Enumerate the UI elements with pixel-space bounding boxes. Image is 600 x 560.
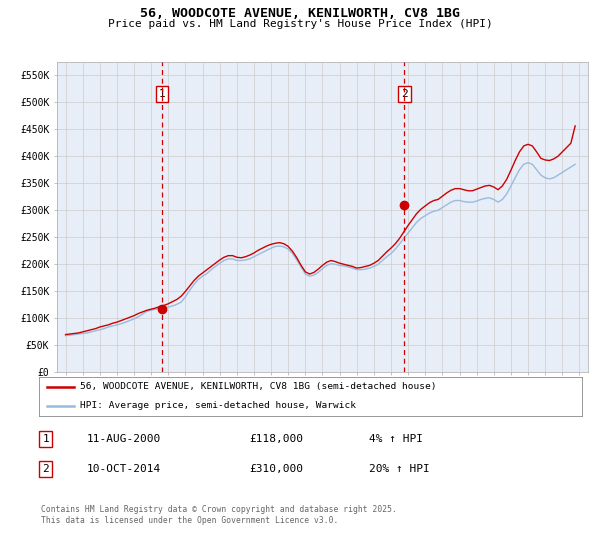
Text: 10-OCT-2014: 10-OCT-2014 (87, 464, 161, 474)
Text: £118,000: £118,000 (249, 434, 303, 444)
Text: 1: 1 (42, 434, 49, 444)
Text: 4% ↑ HPI: 4% ↑ HPI (369, 434, 423, 444)
Text: 20% ↑ HPI: 20% ↑ HPI (369, 464, 430, 474)
Text: £310,000: £310,000 (249, 464, 303, 474)
Text: 2: 2 (42, 464, 49, 474)
Text: HPI: Average price, semi-detached house, Warwick: HPI: Average price, semi-detached house,… (80, 402, 356, 410)
Text: Price paid vs. HM Land Registry's House Price Index (HPI): Price paid vs. HM Land Registry's House … (107, 19, 493, 29)
Text: Contains HM Land Registry data © Crown copyright and database right 2025.
This d: Contains HM Land Registry data © Crown c… (41, 505, 397, 525)
Text: 2: 2 (401, 89, 408, 99)
Text: 1: 1 (158, 89, 165, 99)
Text: 56, WOODCOTE AVENUE, KENILWORTH, CV8 1BG (semi-detached house): 56, WOODCOTE AVENUE, KENILWORTH, CV8 1BG… (80, 382, 436, 391)
Text: 11-AUG-2000: 11-AUG-2000 (87, 434, 161, 444)
Text: 56, WOODCOTE AVENUE, KENILWORTH, CV8 1BG: 56, WOODCOTE AVENUE, KENILWORTH, CV8 1BG (140, 7, 460, 20)
